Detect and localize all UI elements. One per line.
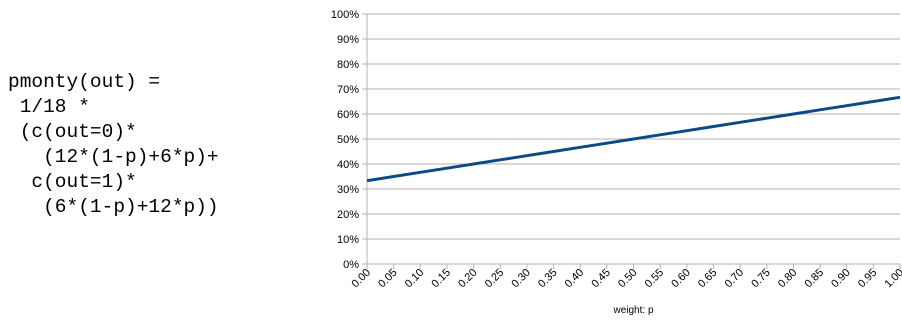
series-line [366,95,901,183]
formula-line: 1/18 * [8,96,90,118]
x-axis-tick-labels: 0.00 0.05 0.10 0.15 0.20 0.25 0.30 0.35 0.40 0.45… [349,267,902,291]
y-tick-label: 10% [337,234,359,246]
y-axis-tick-labels: 0% 10% 20% 30% 40% 50% 60% 70% 80% 90% 100% [331,9,359,271]
x-tick-label: 0.25 [483,267,507,291]
formula-line: (12*(1-p)+6*p)+ [8,146,219,168]
x-tick-label: 0.85 [803,267,827,291]
y-tick-label: 50% [337,134,359,146]
axes [362,13,901,269]
x-tick-label: 0.30 [509,267,533,291]
x-tick-label: 0.75 [749,267,773,291]
formula-line: c(out=1)* [8,171,137,193]
x-tick-label: 0.95 [856,267,880,291]
x-tick-label: 0.40 [563,267,587,291]
y-tick-label: 90% [337,34,359,46]
formula-line: (6*(1-p)+12*p)) [8,196,219,218]
y-tick-label: 30% [337,184,359,196]
x-tick-label: 1.00 [882,267,902,291]
x-tick-label: 0.90 [829,267,853,291]
y-tick-label: 0% [343,259,359,271]
x-axis-title: weight: p [612,305,653,316]
series-layer [366,95,901,183]
formula-line: (c(out=0)* [8,121,137,143]
x-tick-label: 0.55 [643,267,667,291]
x-tick-label: 0.60 [669,267,693,291]
x-tick-label: 0.70 [723,267,747,291]
y-tick-label: 70% [337,84,359,96]
x-tick-label: 0.35 [536,267,560,291]
x-tick-label: 0.80 [776,267,800,291]
x-tick-label: 0.65 [696,267,720,291]
y-tick-label: 40% [337,159,359,171]
y-tick-label: 60% [337,109,359,121]
x-tick-label: 0.15 [429,267,453,291]
formula-line: pmonty(out) = [8,71,161,93]
x-tick-label: 0.10 [403,267,427,291]
x-tick-label: 0.45 [589,267,613,291]
gridlines [367,13,900,240]
y-tick-label: 100% [331,9,359,21]
x-tick-label: 0.50 [616,267,640,291]
y-tick-label: 80% [337,59,359,71]
formula-block: pmonty(out) = 1/18 * (c(out=0)* (12*(1-p… [8,70,219,220]
x-tick-label: 0.20 [456,267,480,291]
x-tick-label: 0.05 [376,267,400,291]
y-tick-label: 20% [337,209,359,221]
